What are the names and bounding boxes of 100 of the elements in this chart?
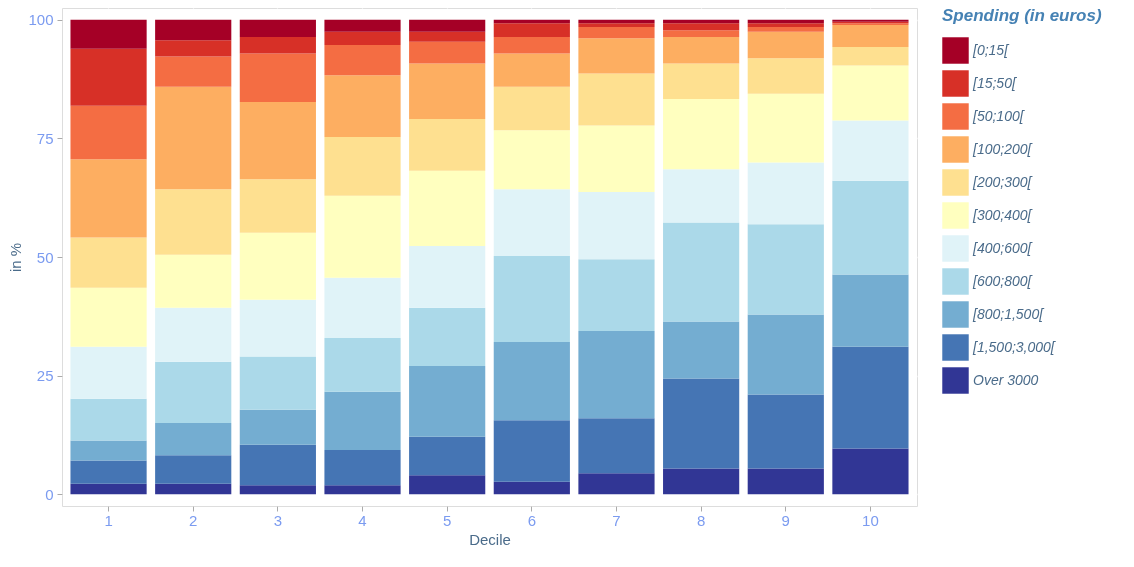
bar	[70, 346, 147, 399]
legend-label: [50;100[	[972, 107, 1026, 124]
bar	[747, 314, 824, 395]
x-tick-label: 4	[358, 511, 367, 529]
x-tick-label: 6	[527, 511, 536, 529]
bar	[493, 130, 570, 190]
bar	[239, 356, 316, 410]
bar	[155, 361, 232, 423]
bar	[578, 26, 655, 39]
x-tick-label: 2	[189, 511, 198, 529]
x-tick-label: 5	[443, 511, 452, 529]
bar	[493, 256, 570, 342]
bar	[324, 391, 401, 451]
bar	[70, 287, 147, 347]
x-axis-title: Decile	[469, 530, 511, 548]
x-tick-label: 9	[781, 511, 790, 529]
bar	[832, 120, 909, 181]
bar	[578, 23, 655, 27]
bar	[409, 307, 486, 367]
bar	[663, 378, 740, 469]
bar	[832, 46, 909, 66]
legend-title: Spending (in euros)	[942, 6, 1102, 25]
bar	[70, 398, 147, 441]
bar	[324, 277, 401, 339]
bar	[155, 56, 232, 87]
bar	[155, 254, 232, 308]
bar	[409, 436, 486, 476]
bar	[155, 307, 232, 362]
bar	[324, 75, 401, 138]
bar	[747, 93, 824, 163]
legend-label: [300;400[	[972, 206, 1034, 223]
bar	[747, 224, 824, 315]
bar	[663, 99, 740, 170]
bar	[324, 195, 401, 278]
bar	[70, 105, 147, 160]
bar	[70, 440, 147, 461]
bar	[155, 86, 232, 190]
bar	[493, 86, 570, 131]
bar	[324, 485, 401, 495]
bar	[578, 192, 655, 260]
bar	[239, 232, 316, 300]
bar	[493, 19, 570, 24]
bar	[324, 19, 401, 32]
bar	[663, 468, 740, 495]
bar	[239, 36, 316, 54]
y-tick-label: 25	[36, 367, 54, 385]
bar	[70, 19, 147, 49]
bar	[239, 299, 316, 357]
bar	[663, 321, 740, 379]
legend-label: [100;200[	[972, 140, 1034, 157]
legend-label: [400;600[	[972, 239, 1034, 256]
bar	[70, 48, 147, 106]
legend-label: [1,500;3,000[	[972, 338, 1057, 355]
bar	[155, 40, 232, 57]
bar	[832, 448, 909, 495]
bar	[493, 53, 570, 87]
bar	[70, 483, 147, 495]
y-axis-title: in %	[7, 242, 25, 273]
legend-label: Over 3000	[973, 371, 1039, 388]
bar	[409, 41, 486, 64]
bar	[493, 481, 570, 495]
bar	[663, 23, 740, 31]
x-tick-label: 7	[612, 511, 621, 529]
bar	[578, 38, 655, 74]
bar	[409, 475, 486, 495]
bar	[155, 189, 232, 255]
legend-label: [15;50[	[972, 74, 1018, 91]
bar	[324, 44, 401, 76]
legend-label: [0;15[	[972, 41, 1011, 58]
bar	[663, 222, 740, 322]
bar	[747, 468, 824, 495]
bar	[409, 63, 486, 119]
bar	[832, 65, 909, 121]
bar	[324, 137, 401, 196]
bar	[663, 36, 740, 64]
bar	[747, 26, 824, 32]
bar	[747, 394, 824, 469]
bar	[409, 19, 486, 32]
bar	[578, 259, 655, 331]
bar	[324, 31, 401, 45]
bar	[747, 19, 824, 24]
bar	[70, 460, 147, 484]
bar	[155, 19, 232, 41]
x-tick-label: 8	[696, 511, 706, 529]
bar	[493, 189, 570, 257]
y-tick-label: 75	[36, 129, 54, 147]
bar	[155, 483, 232, 495]
bar	[155, 423, 232, 456]
bar	[324, 450, 401, 486]
bar	[493, 23, 570, 37]
bar	[747, 58, 824, 94]
legend-label: [200;300[	[972, 173, 1034, 190]
bar	[578, 73, 655, 126]
bar	[493, 36, 570, 54]
bar	[239, 53, 316, 102]
bar	[239, 485, 316, 495]
bar	[493, 420, 570, 482]
bar	[578, 125, 655, 193]
bar	[239, 409, 316, 445]
bar	[663, 63, 740, 100]
